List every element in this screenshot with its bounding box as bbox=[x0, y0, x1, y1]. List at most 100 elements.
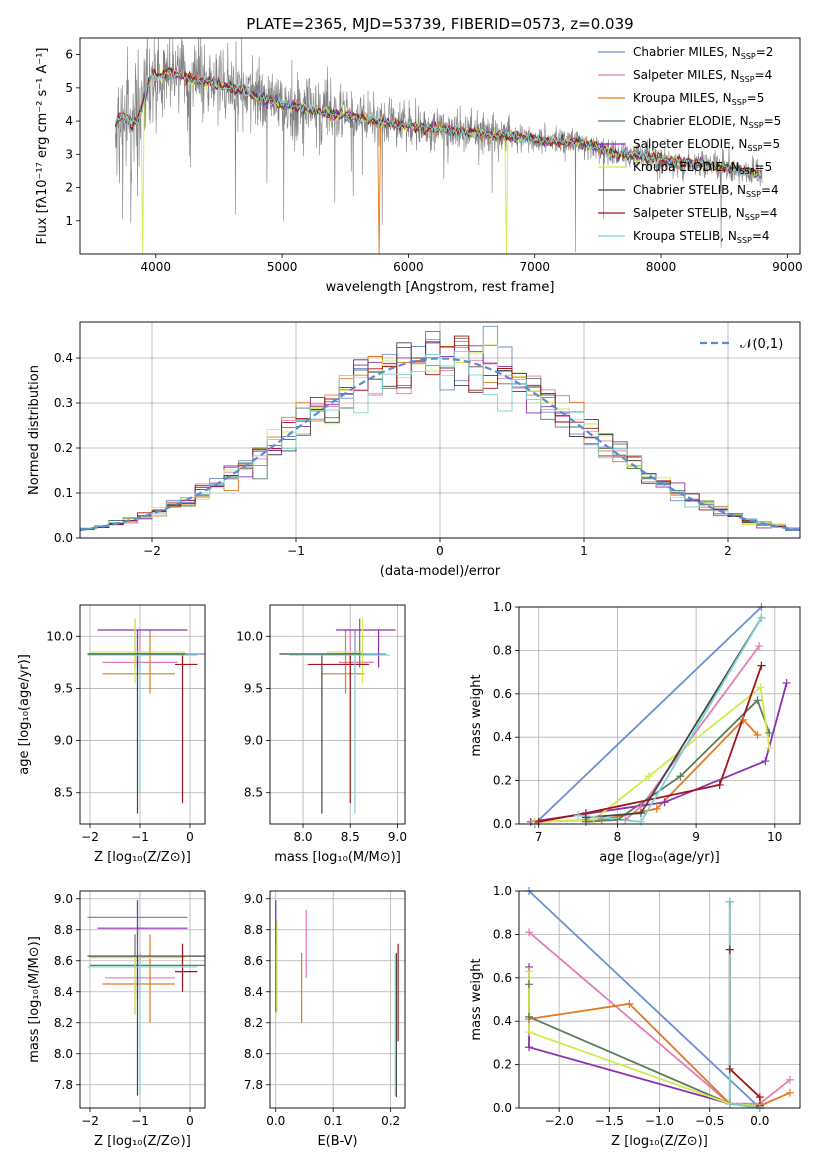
y-tick-label: 8.5 bbox=[244, 786, 263, 800]
y-tick-label: 0.6 bbox=[493, 971, 512, 985]
plus-marker bbox=[785, 1075, 794, 1084]
plus-marker bbox=[644, 772, 653, 781]
y-tick-label: 8.8 bbox=[244, 923, 263, 937]
model-spectrum-line bbox=[114, 70, 762, 182]
x-axis-label: wavelength [Angstrom, rest frame] bbox=[326, 280, 555, 295]
plot-area bbox=[530, 607, 788, 824]
x-tick-label: 9000 bbox=[772, 260, 803, 274]
y-axis-label: age [log₁₀(age/yr)] bbox=[17, 654, 32, 775]
plus-marker bbox=[652, 804, 661, 813]
legend-label: Kroupa STELIB, NSSP=4 bbox=[633, 229, 770, 245]
y-tick-label: 0.1 bbox=[54, 486, 73, 500]
x-tick-label: 8.5 bbox=[341, 830, 360, 844]
legend-label: 𝒩(0,1) bbox=[740, 337, 783, 352]
plus-marker bbox=[725, 1064, 734, 1073]
x-tick-label: 9 bbox=[692, 830, 700, 844]
plus-marker bbox=[757, 661, 766, 670]
y-tick-label: 10.0 bbox=[46, 629, 73, 643]
y-axis-label: mass [log₁₀(M/M⊙)] bbox=[27, 936, 42, 1063]
panel-mass-weight-vs-Z: −2.0 −1.5 −1.0 −0.5 0.0 0.0 0.2 0.4 0.6 0.8 1.0 Z [… bbox=[469, 884, 801, 1149]
model-spectrum-line bbox=[114, 66, 762, 179]
legend-label: Kroupa MILES, NSSP=5 bbox=[633, 91, 764, 107]
y-tick-label: 8.2 bbox=[244, 1016, 263, 1030]
y-tick-label: 8.8 bbox=[54, 923, 73, 937]
plus-marker bbox=[725, 945, 734, 954]
panel-mass-vs-Z: −2 −1 0 7.8 8.0 8.2 8.4 8.6 8.8 9.0 Z [log₁₀(Z/Z⊙)… bbox=[27, 890, 206, 1149]
axes-frame bbox=[79, 890, 206, 1109]
y-tick-label: 0.3 bbox=[54, 396, 73, 410]
plot-area bbox=[87, 618, 205, 814]
x-tick-label: 7000 bbox=[519, 260, 550, 274]
plus-marker bbox=[765, 728, 774, 737]
chart-title: PLATE=2365, MJD=53739, FIBERID=0573, z=0… bbox=[246, 15, 633, 33]
y-tick-label: 0.6 bbox=[493, 687, 512, 701]
y-tick-label: 0.2 bbox=[493, 774, 512, 788]
plus-marker bbox=[761, 757, 770, 766]
normal-curve bbox=[80, 357, 800, 532]
plus-marker bbox=[613, 815, 622, 824]
x-tick-label: −0.5 bbox=[695, 1114, 724, 1128]
x-tick-label: 8.0 bbox=[293, 830, 312, 844]
plot-area bbox=[528, 891, 791, 1108]
x-tick-label: −1 bbox=[131, 1114, 149, 1128]
axes-frame bbox=[79, 321, 801, 539]
plus-marker bbox=[757, 613, 766, 622]
x-axis-label: (data-model)/error bbox=[380, 564, 501, 579]
plus-marker bbox=[589, 815, 598, 824]
x-tick-label: 4000 bbox=[141, 260, 172, 274]
mass-weight-line bbox=[585, 617, 763, 819]
y-tick-label: 9.0 bbox=[244, 734, 263, 748]
mass-weight-line bbox=[528, 971, 760, 1107]
y-tick-label: 9.0 bbox=[54, 734, 73, 748]
y-tick-label: 9.0 bbox=[54, 892, 73, 906]
y-tick-label: 8.4 bbox=[54, 985, 73, 999]
x-tick-label: 0 bbox=[186, 1114, 194, 1128]
plus-marker bbox=[525, 980, 534, 989]
y-axis-label: mass weight bbox=[469, 958, 484, 1040]
plus-marker bbox=[525, 1012, 534, 1021]
panel-spectrum: 4000 5000 6000 7000 8000 9000 1 2 3 4 5 6 wavelength… bbox=[35, 37, 803, 295]
x-tick-label: −1.0 bbox=[645, 1114, 674, 1128]
plus-marker bbox=[715, 780, 724, 789]
y-tick-label: 7.8 bbox=[244, 1078, 263, 1092]
y-tick-label: 0.8 bbox=[493, 927, 512, 941]
axes-frame bbox=[518, 606, 801, 825]
x-tick-label: 0.2 bbox=[381, 1114, 400, 1128]
y-tick-label: 7.8 bbox=[54, 1078, 73, 1092]
y-tick-label: 0.8 bbox=[493, 643, 512, 657]
plus-marker bbox=[525, 1028, 534, 1037]
x-tick-label: −2 bbox=[81, 1114, 99, 1128]
plus-marker bbox=[765, 744, 774, 753]
y-tick-label: 0.2 bbox=[54, 441, 73, 455]
plus-marker bbox=[753, 731, 762, 740]
y-tick-label: 1.0 bbox=[493, 600, 512, 614]
y-tick-label: 0.4 bbox=[54, 351, 73, 365]
legend-label: Kroupa ELODIE, NSSP=5 bbox=[633, 160, 772, 176]
plus-marker bbox=[621, 815, 630, 824]
plus-marker bbox=[725, 897, 734, 906]
mass-weight-line bbox=[528, 967, 760, 1107]
y-tick-label: 0.0 bbox=[54, 531, 73, 545]
y-tick-label: 0.4 bbox=[493, 730, 512, 744]
legend-label: Salpeter STELIB, NSSP=4 bbox=[633, 206, 777, 222]
y-axis-label: Normed distribution bbox=[27, 365, 42, 495]
mass-weight-line bbox=[577, 617, 763, 823]
x-tick-label: −1.5 bbox=[595, 1114, 624, 1128]
plot-area bbox=[114, 38, 763, 254]
histogram-step bbox=[80, 351, 800, 533]
x-tick-label: 5000 bbox=[267, 260, 298, 274]
y-tick-label: 8.6 bbox=[244, 954, 263, 968]
axes-frame bbox=[79, 604, 206, 825]
plus-marker bbox=[525, 967, 534, 976]
x-axis-label: Z [log₁₀(Z/Z⊙)] bbox=[611, 1134, 708, 1149]
y-tick-label: 8.5 bbox=[54, 786, 73, 800]
axes-frame bbox=[269, 890, 406, 1109]
axes-frame bbox=[269, 604, 406, 825]
plot-area bbox=[87, 900, 205, 1096]
x-tick-label: 1 bbox=[580, 544, 588, 558]
mass-weight-line bbox=[528, 931, 791, 1105]
plus-marker bbox=[782, 678, 791, 687]
y-tick-label: 3 bbox=[65, 147, 73, 161]
y-tick-label: 0.2 bbox=[493, 1058, 512, 1072]
